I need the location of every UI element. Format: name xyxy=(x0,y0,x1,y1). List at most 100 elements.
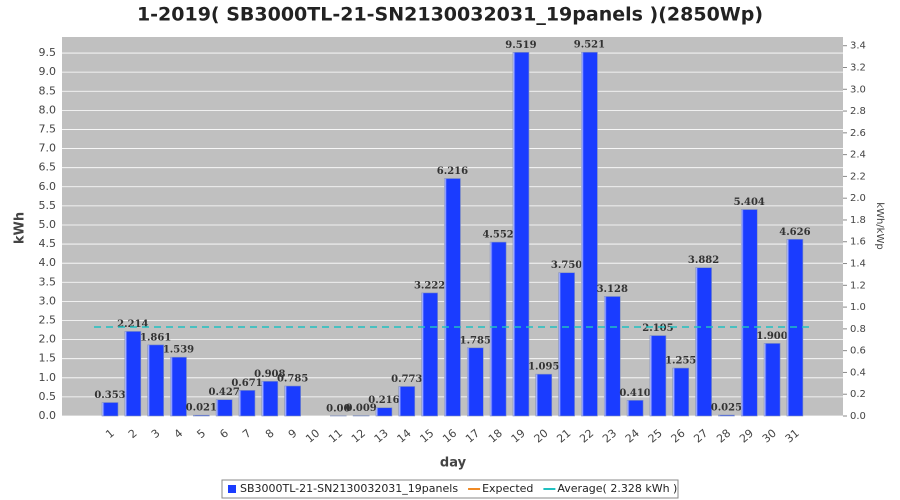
y-tick-label: 5.5 xyxy=(39,199,57,212)
y2-tick-label: 0.6 xyxy=(850,346,866,357)
data-label: 0.025 xyxy=(711,403,742,414)
y-tick-label: 2.5 xyxy=(39,313,57,326)
x-tick-label: 17 xyxy=(463,427,482,446)
bar xyxy=(147,344,164,417)
y-tick-label: 8.0 xyxy=(39,103,57,116)
bar xyxy=(261,381,279,417)
x-tick-label: 30 xyxy=(760,427,779,446)
y2-tick-label: 3.2 xyxy=(850,62,866,73)
data-label: 2.214 xyxy=(117,319,148,330)
x-tick-label: 10 xyxy=(303,427,322,446)
y2-tick-label: 2.4 xyxy=(850,150,866,161)
x-tick-label: 12 xyxy=(349,427,368,446)
bar xyxy=(581,51,598,417)
y-tick-label: 8.5 xyxy=(39,84,57,97)
x-tick-label: 23 xyxy=(600,427,619,446)
bar xyxy=(740,209,758,417)
data-label: 1.539 xyxy=(163,345,194,356)
bar xyxy=(512,52,530,417)
y-tick-label: 6.5 xyxy=(39,161,57,174)
bar xyxy=(718,414,735,417)
x-tick-label: 7 xyxy=(240,427,254,441)
bar xyxy=(101,402,119,417)
bar xyxy=(695,267,712,417)
bar xyxy=(626,400,644,417)
bar xyxy=(375,407,393,417)
y-tick-label: 0.5 xyxy=(39,390,57,403)
y-tick-label: 4.5 xyxy=(39,237,57,250)
bar xyxy=(215,399,233,417)
data-label: 0.908 xyxy=(254,369,285,380)
data-label: 4.552 xyxy=(482,230,513,241)
y-tick-label: 0.0 xyxy=(39,409,57,422)
bar xyxy=(763,343,781,417)
x-tick-label: 16 xyxy=(440,427,459,446)
x-axis-label: day xyxy=(440,456,467,471)
x-tick-label: 19 xyxy=(509,427,528,446)
x-tick-label: 3 xyxy=(149,427,163,441)
x-tick-label: 24 xyxy=(623,427,642,446)
data-label: 1.861 xyxy=(140,332,171,343)
data-label: 1.900 xyxy=(756,331,787,342)
x-tick-label: 15 xyxy=(417,427,436,446)
y-tick-label: 9.5 xyxy=(39,46,57,59)
data-label: 0.427 xyxy=(208,387,239,398)
y2-tick-label: 3.4 xyxy=(850,41,866,52)
bar xyxy=(558,272,575,417)
x-tick-label: 27 xyxy=(691,427,710,446)
x-tick-label: 11 xyxy=(326,427,345,446)
y2-tick-label: 2.0 xyxy=(850,193,866,204)
data-label: 0.216 xyxy=(368,395,399,406)
x-tick-label: 20 xyxy=(532,427,551,446)
y-tick-label: 1.5 xyxy=(39,352,57,365)
data-label: 1.255 xyxy=(665,356,696,367)
y-tick-label: 4.0 xyxy=(39,256,57,269)
y-tick-label: 2.0 xyxy=(39,333,57,346)
legend-swatch xyxy=(228,485,236,493)
chart-title: 1-2019( SB3000TL-21-SN2130032031_19panel… xyxy=(137,4,763,26)
data-label: 0.009 xyxy=(345,403,376,414)
legend-label: SB3000TL-21-SN2130032031_19panels xyxy=(240,482,458,495)
y2-tick-label: 2.8 xyxy=(850,106,866,117)
data-label: 0.353 xyxy=(94,390,125,401)
data-label: 2.105 xyxy=(642,323,673,334)
x-tick-label: 5 xyxy=(194,427,208,441)
x-tick-label: 26 xyxy=(669,427,688,446)
x-tick-label: 13 xyxy=(372,427,391,446)
x-tick-label: 4 xyxy=(172,427,186,441)
x-tick-label: 21 xyxy=(554,427,573,446)
x-tick-label: 31 xyxy=(783,427,802,446)
bar xyxy=(489,241,507,417)
bar xyxy=(124,331,142,417)
x-tick-label: 22 xyxy=(577,427,596,446)
bar xyxy=(603,296,621,417)
data-label: 3.882 xyxy=(688,255,719,266)
y2-axis-label: kWh/kWp xyxy=(874,202,885,249)
y-tick-label: 3.0 xyxy=(39,294,57,307)
y2-tick-label: 0.4 xyxy=(850,367,866,378)
data-label: 1.785 xyxy=(460,335,491,346)
y2-tick-label: 3.0 xyxy=(850,84,866,95)
bar xyxy=(444,178,461,417)
y-tick-label: 5.0 xyxy=(39,218,57,231)
legend-box xyxy=(221,479,679,499)
bar xyxy=(193,414,210,417)
y2-tick-label: 1.6 xyxy=(850,237,866,248)
bar xyxy=(672,367,690,417)
y2-tick-label: 0.8 xyxy=(850,324,866,335)
bar xyxy=(421,292,438,417)
data-label: 3.222 xyxy=(414,280,445,291)
x-tick-label: 1 xyxy=(103,427,117,441)
x-tick-label: 25 xyxy=(646,427,665,446)
y2-tick-label: 0.2 xyxy=(850,389,866,400)
y-tick-label: 3.5 xyxy=(39,275,57,288)
x-tick-label: 14 xyxy=(395,427,414,446)
bar xyxy=(466,347,484,417)
y-axis-label: kWh xyxy=(13,212,28,244)
data-label: 0.773 xyxy=(391,374,422,385)
x-tick-label: 18 xyxy=(486,427,505,446)
y-tick-label: 1.0 xyxy=(39,371,57,384)
y2-tick-label: 1.8 xyxy=(850,215,866,226)
x-tick-label: 9 xyxy=(286,427,300,441)
